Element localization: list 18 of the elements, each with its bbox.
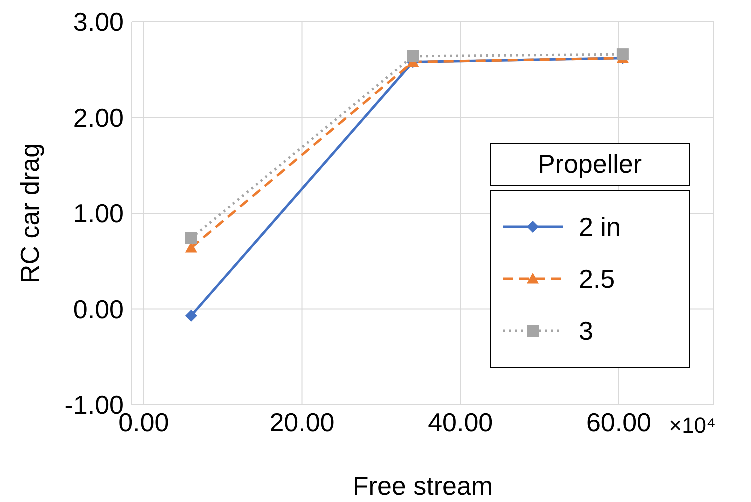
point: [185, 310, 198, 322]
x-tick-label: 60.00: [586, 407, 652, 438]
legend-label: 3: [579, 316, 594, 346]
x-tick-label: 20.00: [270, 407, 335, 438]
y-tick-label: 2.00: [73, 102, 124, 133]
y-tick-label: 3.00: [73, 7, 124, 38]
legend-label: 2 in: [579, 212, 621, 242]
legend-title: Propeller: [538, 149, 642, 179]
x-axis-title: Free stream: [352, 471, 494, 501]
y-axis-title: RC car drag: [15, 143, 46, 284]
x-tick-label: 40.00: [428, 407, 494, 438]
point: [407, 50, 420, 62]
text: ×10⁴: [669, 413, 716, 438]
point: [616, 48, 629, 61]
legend-label: 2.5: [579, 264, 616, 294]
point: [185, 232, 198, 244]
y-tick-label: 0.00: [73, 294, 124, 324]
y-tick-label: 1.00: [73, 198, 124, 229]
